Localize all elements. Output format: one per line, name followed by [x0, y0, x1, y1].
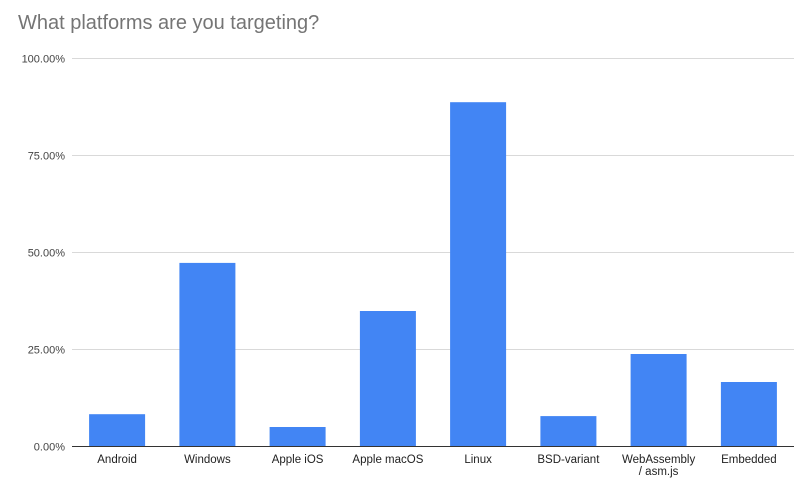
x-tick-label: Embedded [721, 454, 777, 466]
bar [450, 102, 507, 446]
x-tick-label-line: / asm.js [639, 466, 679, 478]
bar [89, 414, 146, 446]
bars [89, 102, 777, 446]
x-tick-label-line: Apple iOS [272, 454, 324, 466]
bar [359, 311, 416, 446]
bar [179, 262, 236, 446]
y-tick-label: 50.00% [28, 248, 66, 260]
x-tick-label-line: Android [97, 454, 137, 466]
x-tick-label: WebAssembly / asm.js [622, 454, 696, 478]
x-tick-label: Linux [464, 454, 492, 466]
y-axis-ticks: 0.00% 25.00% 50.00% 75.00% 100.00% [22, 54, 66, 454]
x-tick-label: Windows [184, 454, 231, 466]
x-tick-label-line: Linux [464, 454, 492, 466]
y-tick-label: 75.00% [28, 151, 66, 163]
x-tick-label-line: Windows [184, 454, 231, 466]
y-tick-label: 100.00% [22, 54, 66, 66]
x-tick-label-line: Embedded [721, 454, 777, 466]
x-tick-label-line: Apple macOS [352, 454, 423, 466]
y-tick-label: 25.00% [28, 345, 66, 357]
x-tick-label-line: WebAssembly [622, 454, 696, 466]
bar [630, 354, 687, 446]
bar [540, 416, 597, 446]
chart-title: What platforms are you targeting? [18, 12, 320, 34]
x-tick-label: Apple iOS [272, 454, 324, 466]
gridlines [72, 58, 794, 447]
x-axis-labels: Android Windows Apple iOS Apple macOS Linux B… [97, 454, 776, 478]
x-tick-label-line: BSD-variant [537, 454, 600, 466]
bar [269, 427, 326, 446]
bar [720, 382, 777, 446]
y-tick-label: 0.00% [34, 442, 65, 454]
x-tick-label: Android [97, 454, 137, 466]
x-tick-label: Apple macOS [352, 454, 423, 466]
x-tick-label: BSD-variant [537, 454, 600, 466]
